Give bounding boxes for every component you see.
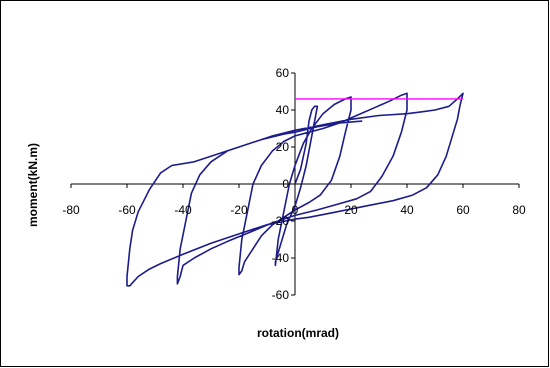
x-tick-label: -40 <box>174 203 192 217</box>
x-tick-label: 60 <box>456 203 470 217</box>
series-layer <box>126 92 464 287</box>
y-tick-label: -20 <box>272 214 290 228</box>
y-tick-label: 40 <box>276 103 290 117</box>
y-tick-label: 20 <box>276 140 290 154</box>
x-tick-label: -60 <box>118 203 136 217</box>
y-tick-label: -40 <box>272 251 290 265</box>
y-tick-label: -60 <box>272 288 290 302</box>
x-tick-label: 20 <box>344 203 358 217</box>
x-tick-label: 80 <box>512 203 526 217</box>
y-axis-label: moment(kN.m) <box>26 143 40 227</box>
hysteresis-curve <box>126 92 464 287</box>
x-tick-label: 40 <box>400 203 414 217</box>
x-tick-label: 0 <box>292 203 299 217</box>
x-tick-label: -80 <box>62 203 80 217</box>
x-axis-label: rotation(mrad) <box>257 326 339 340</box>
y-tick-label: 60 <box>276 66 290 80</box>
x-tick-label: -20 <box>230 203 248 217</box>
y-tick-label: 0 <box>282 177 289 191</box>
